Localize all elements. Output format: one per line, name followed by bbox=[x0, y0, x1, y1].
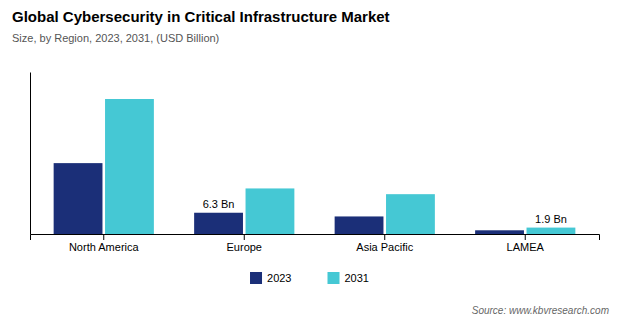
x-tick: LAMEA bbox=[507, 234, 545, 253]
x-tick-label: Asia Pacific bbox=[356, 241, 413, 253]
annotations: 6.3 Bn 1.9 Bn bbox=[203, 198, 567, 225]
x-tick-label: North America bbox=[69, 241, 140, 253]
bar bbox=[194, 213, 243, 234]
legend-swatch bbox=[250, 272, 262, 284]
x-tick-label: LAMEA bbox=[507, 241, 545, 253]
subtitle: Size, by Region, 2023, 2031, (USD Billio… bbox=[12, 32, 219, 44]
bar bbox=[105, 99, 154, 234]
bars bbox=[54, 99, 576, 234]
x-tick: Asia Pacific bbox=[356, 234, 413, 253]
bar bbox=[386, 194, 435, 234]
bar-series bbox=[105, 99, 575, 234]
source: Source: www.kbvresearch.com bbox=[472, 305, 609, 316]
x-tick-mark bbox=[525, 234, 526, 240]
x-tick-mark bbox=[103, 234, 104, 240]
y-axis bbox=[30, 73, 31, 235]
annotation: 1.9 Bn bbox=[535, 213, 567, 225]
legend-item: 2023 bbox=[250, 272, 291, 284]
legend-label: 2023 bbox=[267, 272, 291, 284]
title: Global Cybersecurity in Critical Infrast… bbox=[12, 8, 390, 25]
bar bbox=[246, 188, 295, 234]
bar bbox=[527, 228, 576, 234]
x-tick: North America bbox=[69, 234, 140, 253]
annotation: 6.3 Bn bbox=[203, 198, 235, 210]
bar bbox=[475, 230, 524, 234]
legend-label: 2031 bbox=[345, 272, 369, 284]
x-tick-mark bbox=[244, 234, 245, 240]
plot: North America Europe Asia Pacific LAMEA 6.3 … bbox=[31, 73, 600, 253]
x-tick: Europe bbox=[227, 234, 262, 253]
chart: Global Cybersecurity in Critical Infrast… bbox=[0, 0, 619, 322]
legend: 2023 2031 bbox=[250, 272, 369, 284]
x-axis: North America Europe Asia Pacific LAMEA bbox=[31, 234, 600, 253]
x-axis-line bbox=[31, 235, 600, 241]
legend-swatch bbox=[328, 272, 340, 284]
legend-item: 2031 bbox=[328, 272, 369, 284]
bar bbox=[54, 163, 103, 234]
x-tick-mark bbox=[384, 234, 385, 240]
x-tick-label: Europe bbox=[227, 241, 262, 253]
y-axis-line bbox=[30, 73, 31, 235]
bar bbox=[335, 216, 384, 234]
